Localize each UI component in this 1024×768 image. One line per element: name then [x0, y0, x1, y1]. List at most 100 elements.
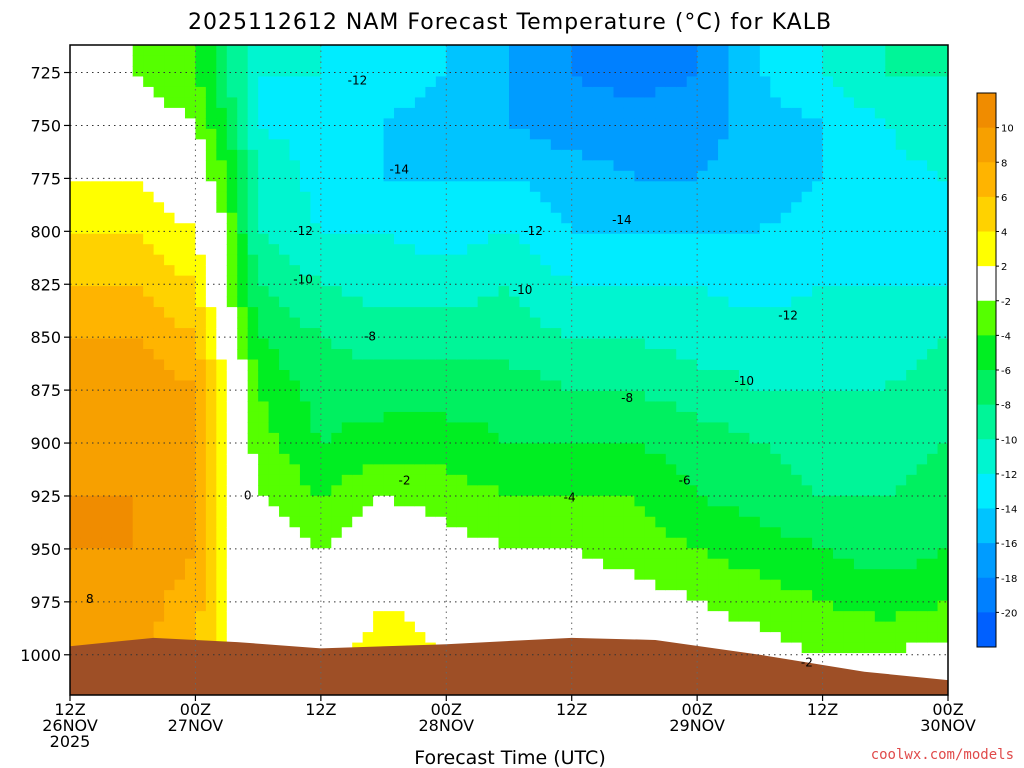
field-cell: [571, 254, 583, 266]
field-cell: [164, 443, 176, 455]
field-cell: [780, 432, 792, 444]
field-cell: [205, 307, 217, 319]
field-cell: [801, 411, 813, 424]
field-cell: [634, 212, 646, 224]
field-cell: [373, 275, 385, 287]
field-cell: [718, 422, 730, 434]
field-cell: [592, 107, 604, 119]
field-cell: [446, 527, 458, 539]
field-cell: [571, 390, 583, 403]
field-cell: [707, 642, 719, 654]
field-cell: [833, 128, 845, 140]
field-cell: [90, 254, 102, 266]
field-cell: [467, 485, 479, 497]
field-cell: [707, 390, 719, 403]
field-cell: [749, 380, 761, 392]
field-cell: [435, 328, 447, 340]
field-cell: [268, 45, 280, 57]
field-cell: [184, 328, 197, 340]
field-cell: [299, 149, 311, 161]
field-cell: [435, 474, 447, 486]
field-cell: [529, 244, 541, 256]
field-cell: [749, 569, 761, 581]
field-cell: [258, 76, 270, 88]
field-cell: [299, 516, 311, 528]
field-cell: [780, 275, 792, 287]
field-cell: [132, 443, 144, 455]
field-cell: [697, 349, 709, 361]
field-cell: [655, 223, 667, 235]
field-cell: [895, 390, 907, 403]
field-cell: [373, 506, 385, 518]
field-cell: [414, 128, 426, 140]
field-cell: [833, 453, 845, 465]
field-cell: [853, 139, 865, 151]
field-cell: [373, 516, 385, 528]
field-cell: [770, 338, 782, 350]
field-cell: [268, 422, 280, 434]
field-cell: [143, 485, 155, 497]
field-cell: [571, 45, 583, 57]
field-cell: [132, 495, 144, 507]
field-cell: [895, 181, 907, 193]
field-cell: [184, 432, 197, 444]
field-cell: [299, 611, 311, 623]
field-cell: [111, 107, 123, 119]
field-cell: [299, 223, 311, 235]
field-cell: [153, 370, 165, 382]
field-cell: [571, 516, 583, 528]
field-cell: [686, 328, 698, 340]
field-cell: [770, 359, 782, 371]
field-cell: [833, 233, 845, 245]
field-cell: [676, 328, 688, 340]
field-cell: [864, 97, 876, 109]
field-cell: [404, 537, 416, 549]
field-cell: [853, 286, 865, 298]
field-cell: [310, 590, 322, 602]
field-cell: [550, 579, 562, 591]
field-cell: [655, 338, 667, 350]
field-cell: [509, 118, 521, 130]
field-cell: [801, 621, 813, 633]
field-cell: [258, 118, 270, 130]
field-cell: [676, 600, 688, 612]
field-cell: [101, 191, 113, 203]
field-cell: [603, 390, 615, 403]
field-cell: [686, 244, 698, 256]
field-cell: [258, 485, 270, 497]
field-cell: [373, 600, 385, 612]
field-cell: [320, 422, 332, 434]
field-cell: [864, 632, 876, 644]
field-cell: [550, 317, 562, 329]
field-cell: [446, 128, 458, 140]
field-cell: [686, 338, 698, 350]
field-cell: [509, 86, 521, 99]
field-cell: [216, 233, 228, 245]
field-cell: [122, 632, 134, 644]
field-cell: [362, 516, 374, 528]
field-cell: [812, 401, 824, 413]
field-cell: [895, 233, 907, 245]
field-cell: [435, 443, 447, 455]
field-cell: [268, 296, 280, 308]
field-cell: [519, 275, 531, 287]
field-cell: [153, 411, 165, 424]
field-cell: [247, 223, 259, 235]
field-cell: [874, 558, 886, 570]
field-cell: [895, 160, 907, 172]
field-cell: [676, 233, 688, 245]
field-cell: [864, 663, 876, 675]
field-cell: [279, 401, 291, 413]
field-cell: [101, 621, 113, 633]
field-cell: [299, 579, 311, 591]
field-cell: [676, 128, 688, 140]
field-cell: [237, 390, 249, 403]
field-cell: [509, 464, 521, 476]
field-cell: [310, 307, 322, 319]
field-cell: [184, 401, 197, 413]
field-cell: [435, 128, 447, 140]
field-cell: [446, 265, 458, 277]
field-cell: [509, 181, 521, 193]
field-cell: [582, 485, 594, 497]
field-cell: [707, 527, 719, 539]
